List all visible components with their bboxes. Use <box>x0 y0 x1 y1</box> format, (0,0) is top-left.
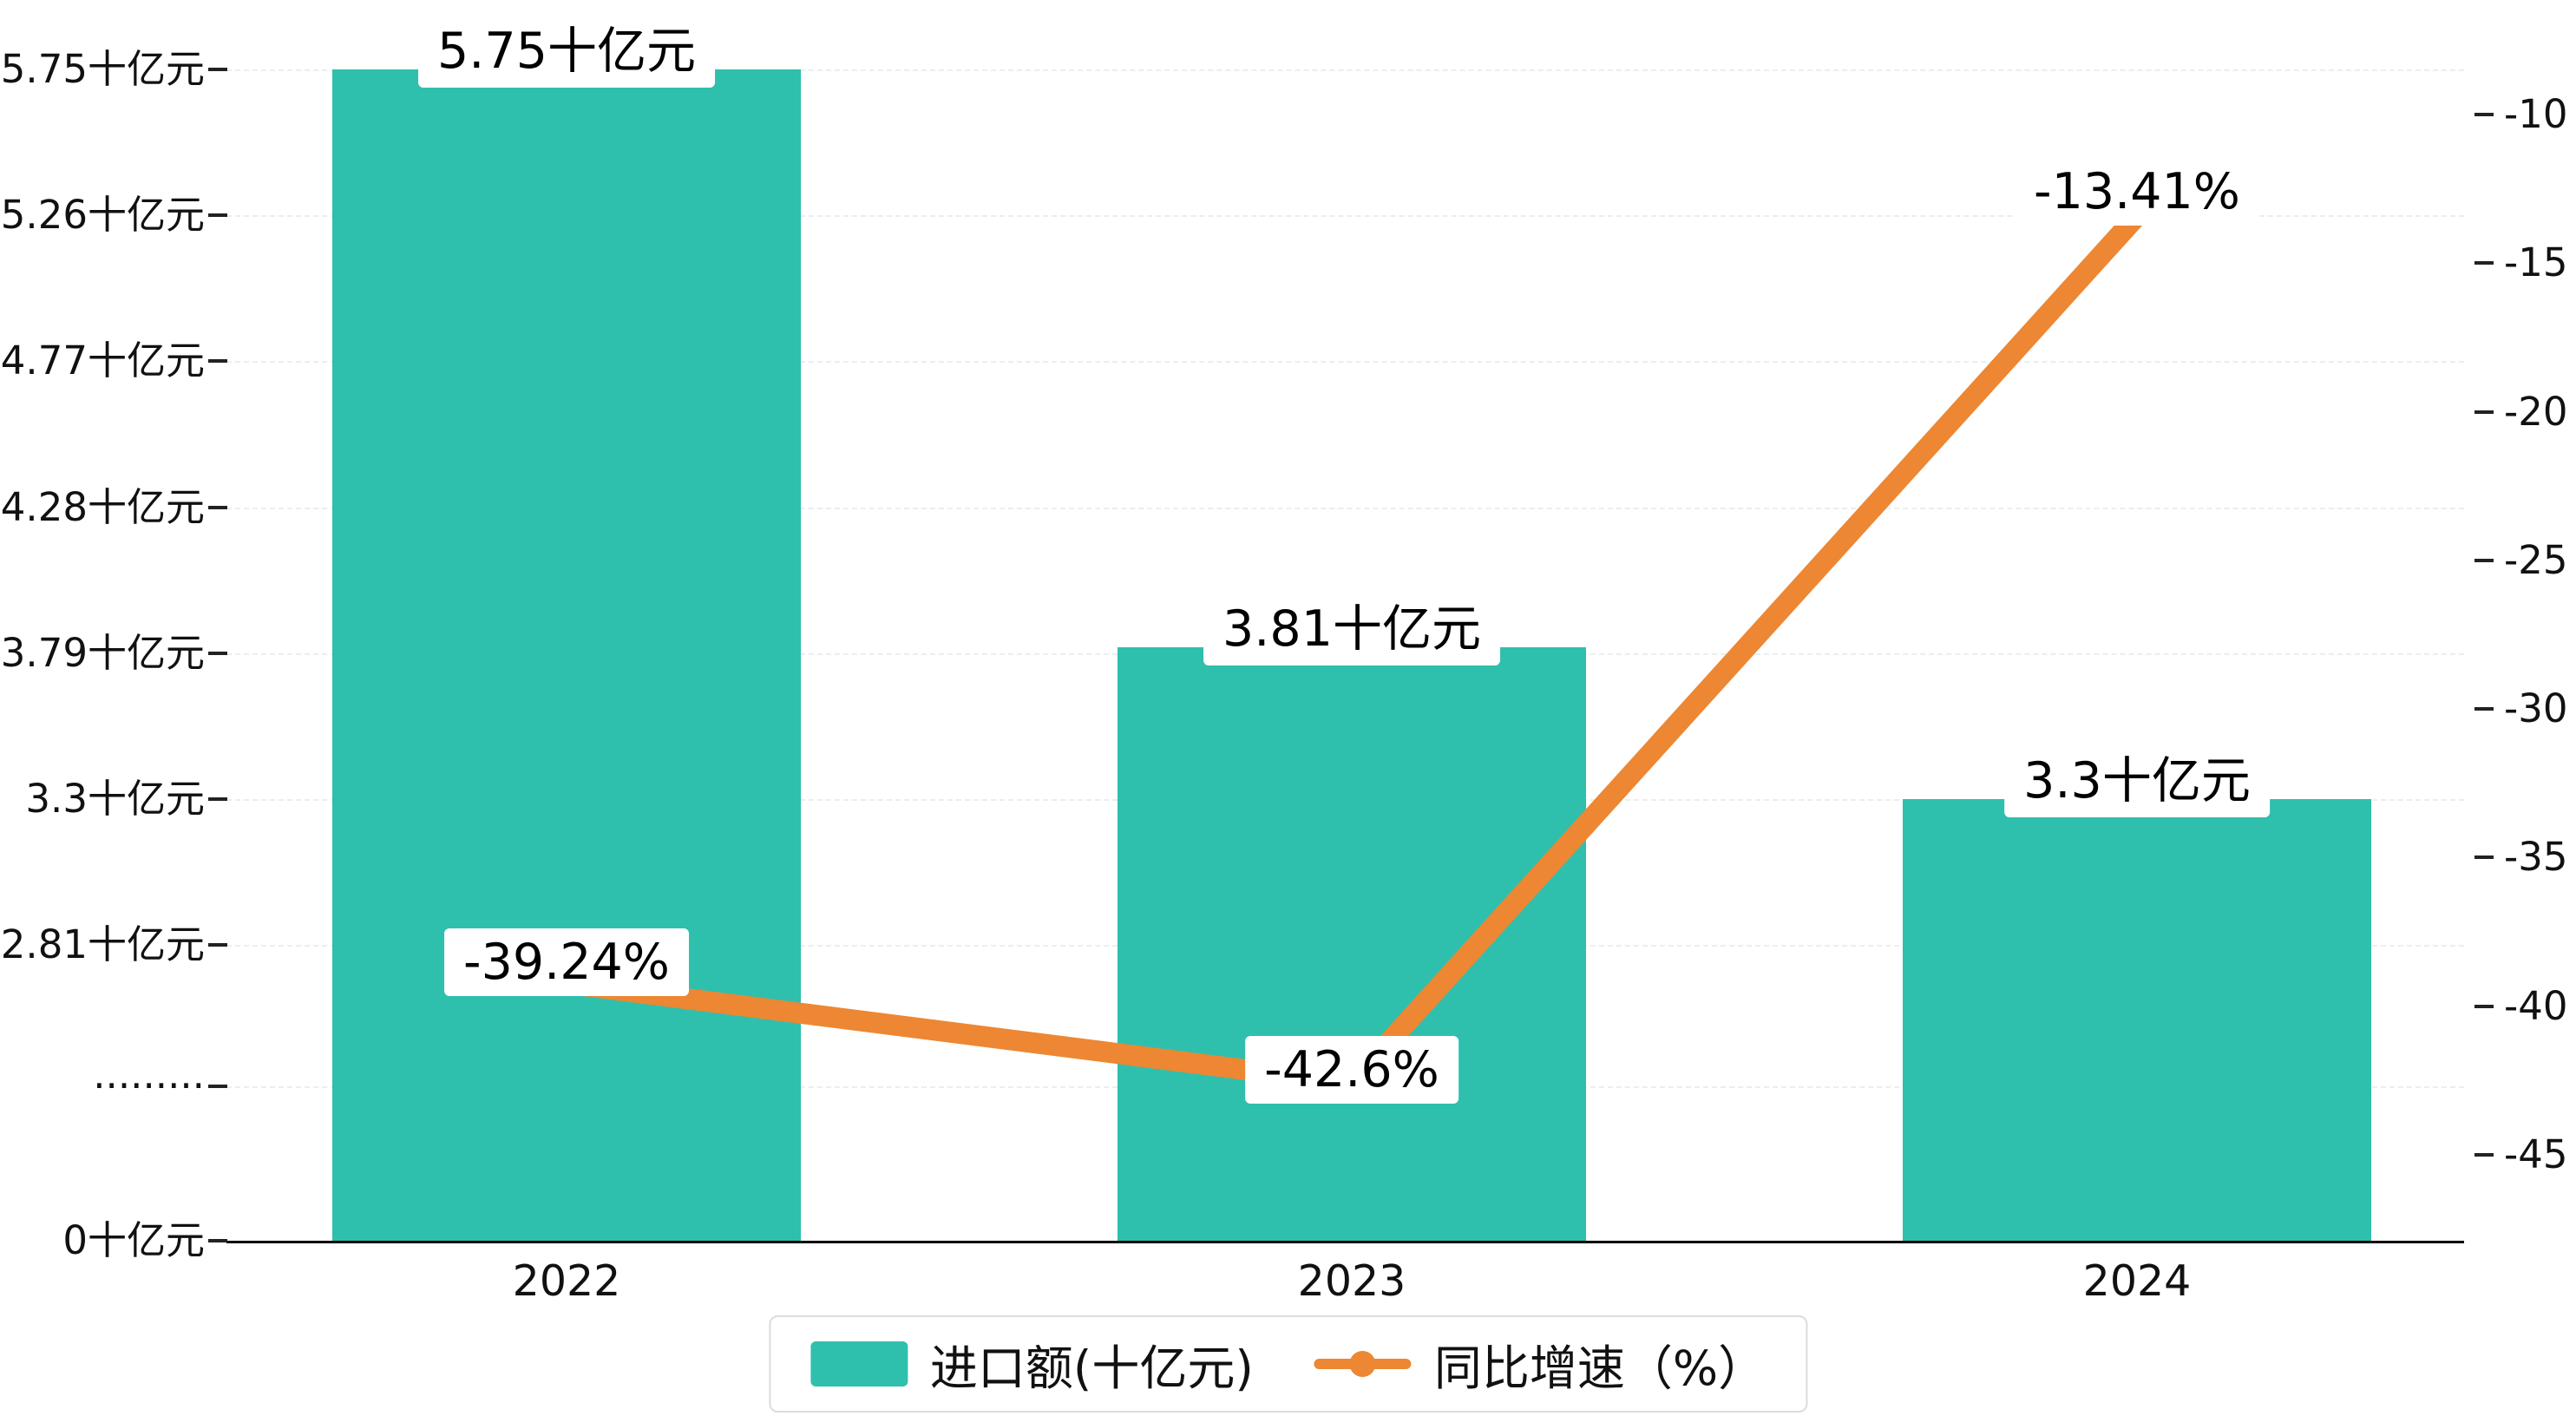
y-axis-tick-label-right: -20 <box>2504 388 2568 435</box>
y-axis-tick-mark-left <box>208 1085 227 1088</box>
y-axis-tick-label-left: 4.28十亿元 <box>0 483 205 530</box>
y-axis-tick-label-right: -30 <box>2504 685 2568 731</box>
y-axis-tick-label-left: 4.77十亿元 <box>0 338 205 384</box>
bar-value-label: 3.81十亿元 <box>1203 583 1500 665</box>
legend-bar-swatch-icon <box>810 1341 908 1386</box>
x-axis-label-2024: 2024 <box>2082 1256 2192 1306</box>
y-axis-tick-label-right: -45 <box>2504 1131 2568 1177</box>
y-axis-tick-mark-right <box>2474 856 2494 860</box>
y-axis-tick-mark-right <box>2474 113 2494 116</box>
legend-line-swatch-icon <box>1314 1341 1412 1386</box>
y-axis-tick-label-left: 3.3十亿元 <box>25 775 205 822</box>
bar-value-label: 3.3十亿元 <box>2004 735 2270 817</box>
gridline <box>226 507 2464 509</box>
gridline <box>226 361 2464 364</box>
y-axis-tick-label-left: 5.26十亿元 <box>0 192 205 239</box>
y-axis-tick-mark-right <box>2474 261 2494 266</box>
y-axis-tick-mark-left <box>208 651 227 655</box>
y-axis-tick-mark-left <box>208 505 227 509</box>
legend-item-imports[interactable]: 进口额(十亿元) <box>810 1329 1254 1399</box>
y-axis-tick-mark-right <box>2474 1152 2494 1157</box>
y-axis-tick-mark-left <box>208 943 227 947</box>
y-axis-tick-label-left: 5.75十亿元 <box>0 46 205 92</box>
y-axis-tick-label-right: -25 <box>2504 536 2568 583</box>
bar-2023 <box>1118 646 1586 1241</box>
legend-item-label: 同比增速（%） <box>1433 1341 1766 1396</box>
line-value-label: -42.6% <box>1245 1035 1458 1104</box>
y-axis-tick-mark-left <box>208 1239 227 1242</box>
y-axis-tick-label-right: -15 <box>2504 239 2568 286</box>
y-axis-tick-label-right: -35 <box>2504 834 2568 881</box>
bar-value-label: 5.75十亿元 <box>418 6 715 88</box>
x-axis-label-2022: 2022 <box>512 1256 621 1306</box>
y-axis-tick-mark-left <box>208 68 227 71</box>
x-axis-line <box>226 1241 2464 1243</box>
y-axis-tick-mark-left <box>208 359 227 364</box>
legend-item-growth[interactable]: 同比增速（%） <box>1314 1329 1766 1399</box>
bar-2022 <box>332 69 801 1241</box>
y-axis-tick-label-left: ········· <box>93 1063 205 1109</box>
y-axis-tick-mark-right <box>2474 410 2494 414</box>
legend: 进口额(十亿元) 同比增速（%） <box>768 1315 1808 1413</box>
y-axis-tick-mark-right <box>2474 707 2494 711</box>
legend-line-dot-icon <box>1349 1351 1376 1377</box>
y-axis-tick-label-right: -40 <box>2504 982 2568 1029</box>
line-value-label: -13.41% <box>2015 157 2259 226</box>
y-axis-tick-label-left: 0十亿元 <box>62 1217 205 1263</box>
y-axis-tick-mark-right <box>2474 1004 2494 1008</box>
gridline <box>226 69 2464 71</box>
gridline <box>226 215 2464 218</box>
legend-item-label: 进口额(十亿元) <box>929 1341 1254 1396</box>
x-axis-label-2023: 2023 <box>1297 1256 1406 1306</box>
y-axis-tick-label-left: 3.79十亿元 <box>0 629 205 676</box>
y-axis-tick-mark-left <box>208 213 227 218</box>
bar-2024 <box>1903 798 2371 1241</box>
y-axis-tick-mark-right <box>2474 558 2494 562</box>
y-axis-tick-label-right: -10 <box>2504 91 2568 137</box>
line-value-label: -39.24% <box>444 928 689 997</box>
y-axis-tick-label-left: 2.81十亿元 <box>0 921 205 968</box>
y-axis-tick-mark-left <box>208 796 227 801</box>
